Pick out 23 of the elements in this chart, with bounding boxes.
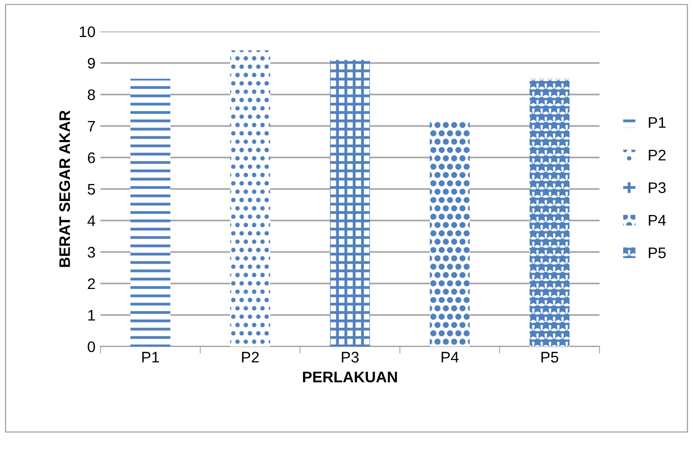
y-tick-label: 8 — [88, 89, 95, 100]
y-tick-label: 5 — [88, 184, 95, 195]
x-axis-title: PERLAKUAN — [303, 372, 397, 382]
y-tick-label: 4 — [87, 216, 96, 226]
y-axis-title: BERAT SEGAR AKAR — [59, 110, 70, 267]
x-tick-label: P1 — [142, 352, 159, 362]
x-tick-label: P4 — [442, 352, 459, 362]
legend-label: P5 — [648, 248, 666, 258]
y-tick-label: 9 — [88, 58, 95, 69]
y-tick-label: 6 — [88, 152, 95, 164]
y-tick-label: 0 — [88, 341, 96, 352]
legend-label: P4 — [648, 215, 666, 226]
x-tick-label: P5 — [541, 352, 558, 363]
y-tick-label: 1 — [88, 310, 95, 321]
y-tick-label: 7 — [88, 121, 95, 132]
x-tick-label: P2 — [242, 352, 259, 362]
legend-label: P1 — [648, 117, 666, 128]
x-tick-label: P3 — [342, 352, 359, 363]
legend-label: P3 — [648, 182, 666, 194]
y-tick-label: 10 — [80, 26, 96, 38]
legend-label: P2 — [648, 150, 666, 160]
y-tick-label: 3 — [88, 246, 95, 258]
y-tick-label: 2 — [88, 278, 95, 290]
